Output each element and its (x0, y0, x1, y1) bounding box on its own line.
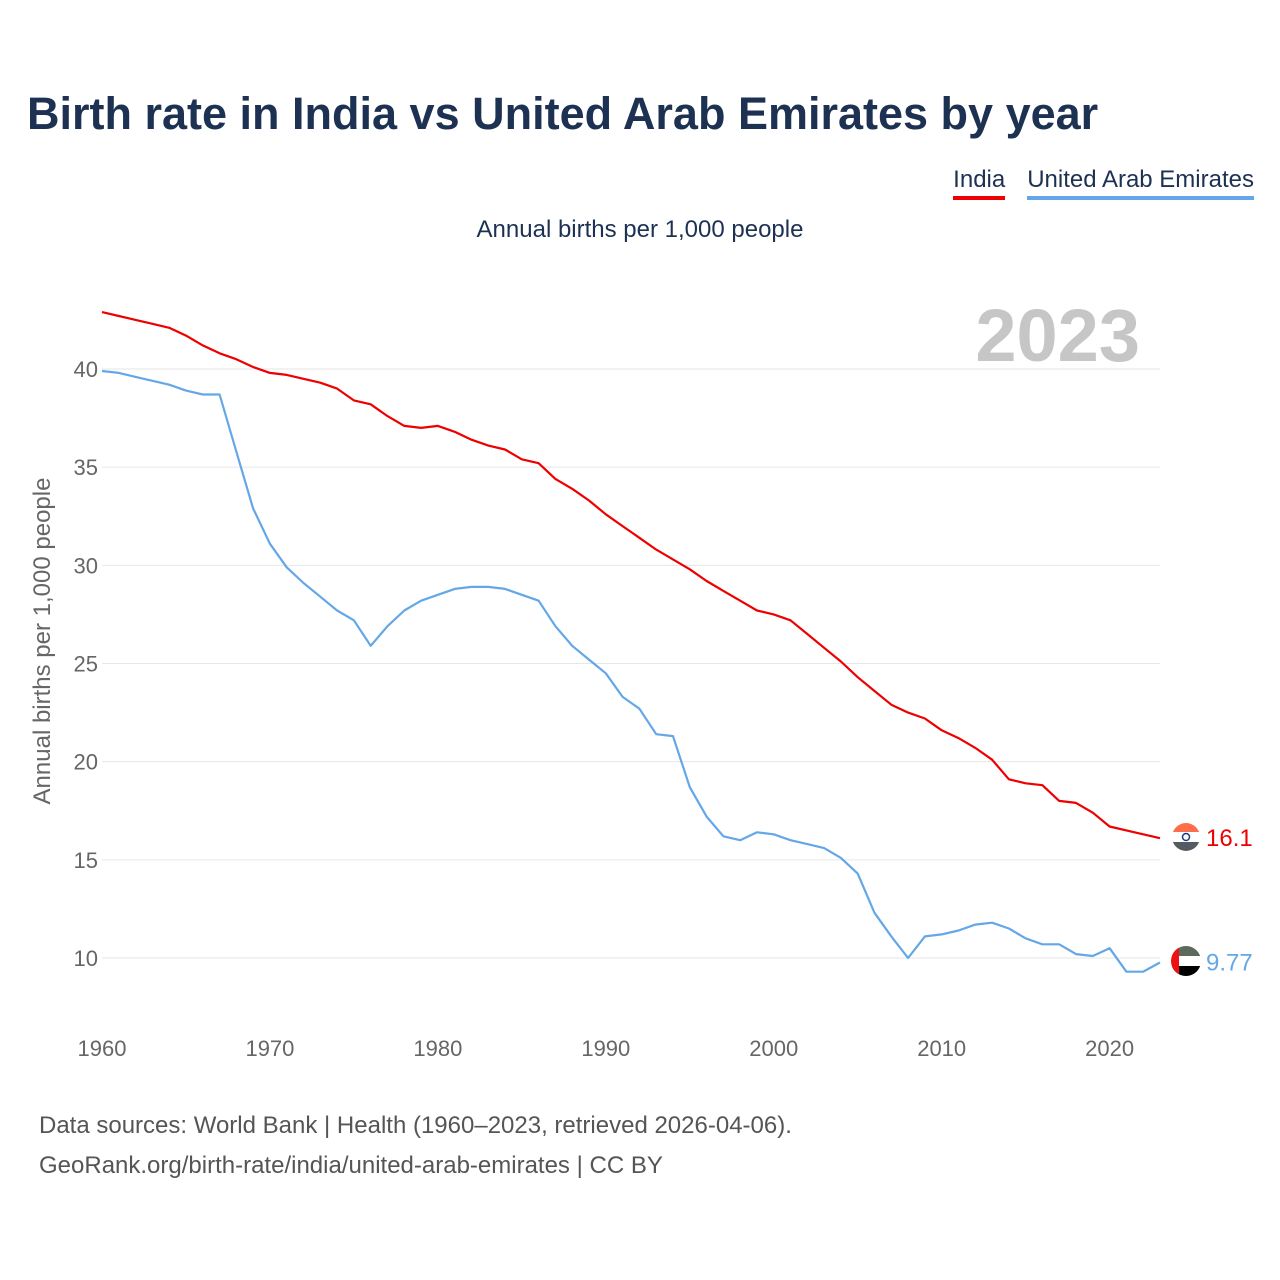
y-axis-label: Annual births per 1,000 people (29, 478, 56, 805)
grid-lines (102, 368, 1160, 959)
uae-flag-icon (1171, 946, 1201, 976)
source-link[interactable]: GeoRank.org/birth-rate/india/united-arab… (39, 1152, 663, 1179)
y-tick-label: 15 (74, 848, 98, 873)
x-tick-label: 2010 (917, 1036, 966, 1061)
legend: India United Arab Emirates (953, 166, 1254, 200)
year-watermark: 2023 (975, 294, 1140, 377)
y-tick-label: 35 (74, 455, 98, 480)
x-tick-label: 1990 (581, 1036, 630, 1061)
y-tick-label: 20 (74, 750, 98, 775)
legend-item-united-arab-emirates[interactable]: United Arab Emirates (1027, 166, 1254, 200)
y-tick-label: 30 (74, 553, 98, 578)
y-tick-label: 25 (74, 652, 98, 677)
y-tick-label: 10 (74, 946, 98, 971)
x-tick-label: 2020 (1085, 1036, 1134, 1061)
end-value-label: 16.1 (1206, 825, 1253, 852)
x-tick-label: 2000 (749, 1036, 798, 1061)
axes: 10 15 20 25 30 35 40 1960 1970 1980 1990 2000 2010 20… (74, 357, 1135, 1061)
x-tick-label: 1970 (245, 1036, 294, 1061)
india-flag-icon (1172, 823, 1200, 851)
x-tick-label: 1980 (413, 1036, 462, 1061)
x-tick-label: 1960 (78, 1036, 127, 1061)
chart-subtitle: Annual births per 1,000 people (476, 216, 804, 243)
chart-title: Birth rate in India vs United Arab Emira… (27, 88, 1099, 139)
source-line: Data sources: World Bank | Health (1960–… (39, 1112, 792, 1139)
series: 16.1 9.77 (101, 311, 1253, 977)
y-tick-label: 40 (74, 357, 98, 382)
series-line-india[interactable] (101, 311, 1161, 840)
end-value-label: 9.77 (1206, 950, 1253, 977)
legend-item-india[interactable]: India (953, 166, 1006, 200)
series-line-united-arab-emirates[interactable] (101, 369, 1161, 973)
source-note: Data sources: World Bank | Health (1960–… (39, 1106, 792, 1186)
